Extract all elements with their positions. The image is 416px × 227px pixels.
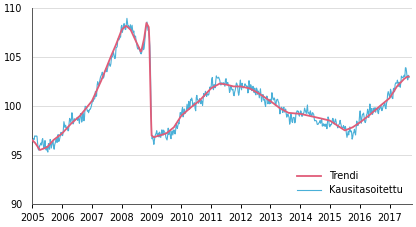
Legend: Trendi, Kausitasoitettu: Trendi, Kausitasoitettu bbox=[293, 167, 407, 199]
